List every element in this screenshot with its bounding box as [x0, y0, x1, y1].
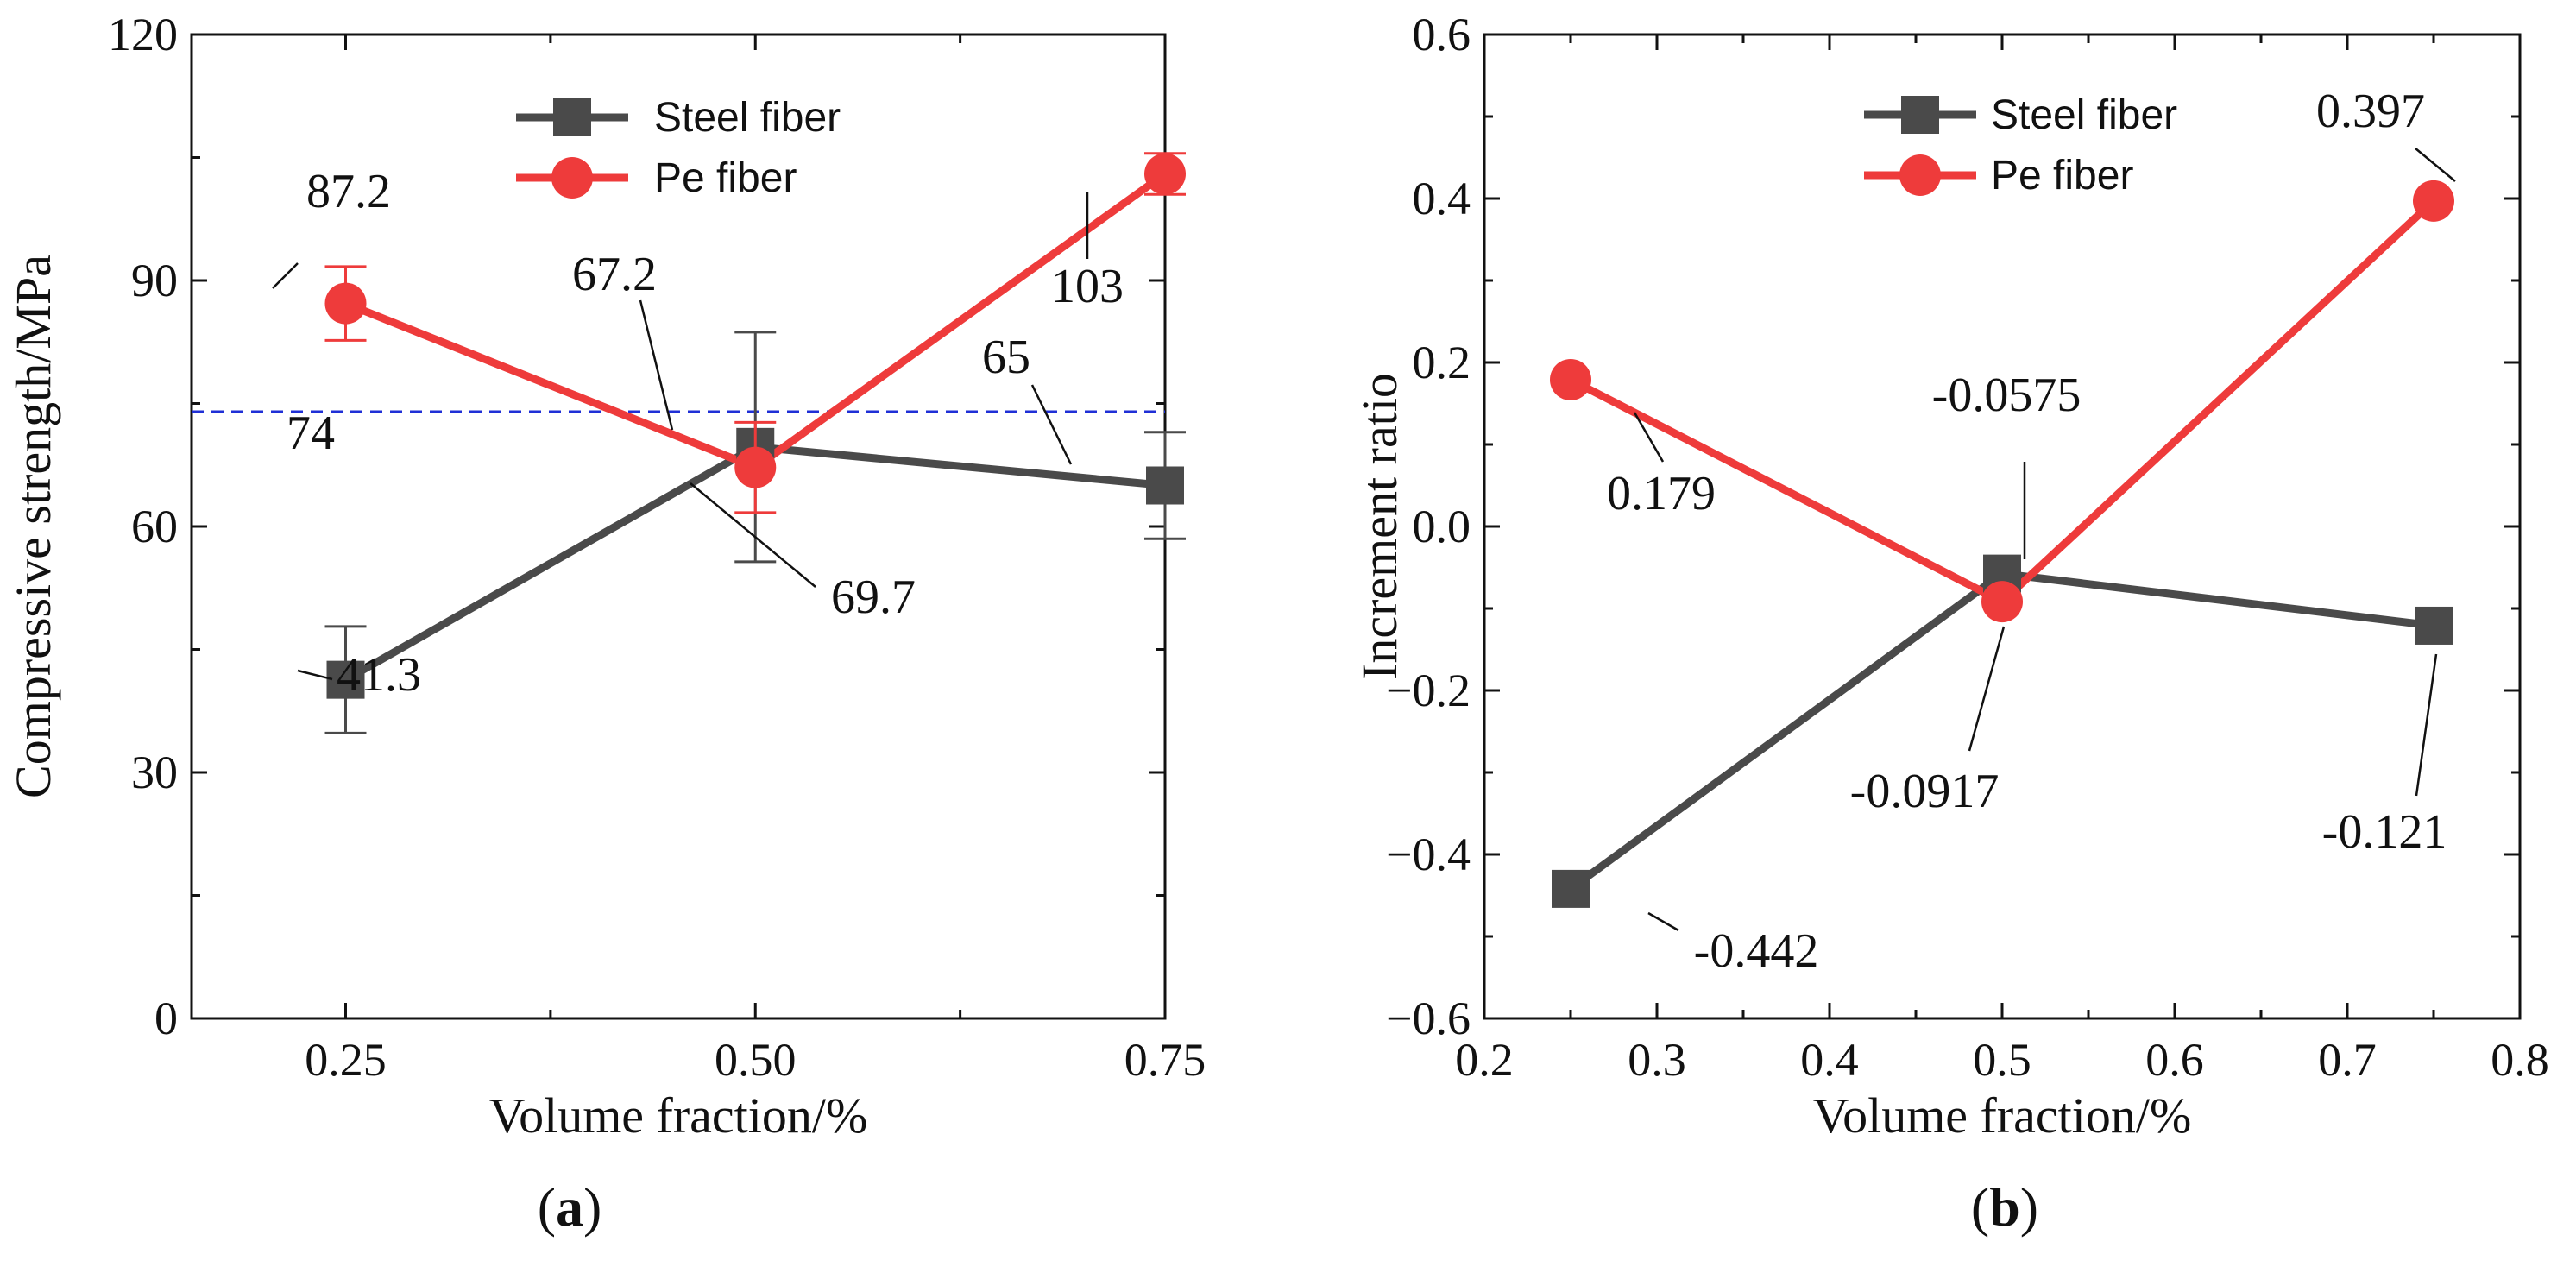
panel-caption: (b) — [1971, 1176, 2038, 1238]
y-tick-label: −0.4 — [1386, 829, 1471, 880]
y-tick-label: 0 — [154, 993, 178, 1044]
data-label: -0.0917 — [1850, 765, 2000, 818]
caption-letter: a — [556, 1176, 583, 1238]
data-point-pe-fiber — [1144, 153, 1186, 195]
panel-b: −0.6 −0.4 −0.2 0.0 0.2 0.4 0.6 0.2 0.3 0.4 0.5 0.6 0… — [1351, 9, 2549, 1238]
data-label: 103 — [1051, 260, 1124, 313]
x-tick-label: 0.75 — [1124, 1034, 1206, 1086]
caption-paren: ( — [1971, 1176, 1989, 1238]
y-tick-label: 60 — [131, 501, 178, 552]
leader-line — [2415, 148, 2456, 182]
x-tick-label: 0.2 — [1455, 1034, 1514, 1086]
leader-line — [1968, 626, 2006, 752]
legend-marker-circle — [551, 157, 593, 199]
data-point-steel-fiber — [2415, 606, 2453, 645]
y-tick-label: 90 — [131, 255, 178, 306]
data-label: -0.0575 — [1932, 369, 2082, 422]
leader-line — [1030, 384, 1073, 465]
x-tick-label: 0.25 — [305, 1034, 387, 1086]
data-point-steel-fiber — [1552, 869, 1590, 908]
legend-entry: Steel fiber — [654, 95, 841, 141]
data-label: 41.3 — [337, 648, 421, 702]
data-label: 0.397 — [2316, 85, 2425, 138]
y-tick-label: 30 — [131, 747, 178, 798]
legend-entry: Pe fiber — [1991, 153, 2133, 199]
data-label: 0.179 — [1607, 467, 1716, 520]
data-point-pe-fiber — [1981, 581, 2023, 623]
reference-line-label: 74 — [287, 406, 335, 460]
y-tick-label: −0.2 — [1386, 665, 1471, 716]
data-point-steel-fiber — [326, 660, 365, 699]
legend-entry: Steel fiber — [1991, 92, 2177, 138]
x-tick-label: 0.6 — [2145, 1034, 2204, 1086]
legend-marker-square — [553, 98, 591, 136]
legend-entry: Pe fiber — [654, 155, 797, 201]
data-label: 67.2 — [572, 248, 657, 301]
data-point-pe-fiber — [1550, 358, 1591, 400]
legend-marker-circle — [1899, 154, 1941, 196]
x-tick-label: 0.8 — [2491, 1034, 2549, 1086]
panel-caption: (a) — [538, 1176, 602, 1238]
y-axis-label: Increment ratio — [1351, 373, 1408, 680]
x-tick-label: 0.4 — [1800, 1034, 1859, 1086]
leader-line — [272, 262, 299, 289]
leader-line — [297, 669, 333, 681]
legend-marker-square — [1901, 96, 1939, 134]
y-axis-label: Compressive strength/MPa — [5, 255, 61, 798]
y-tick-label: 0.4 — [1413, 173, 1471, 224]
panel-a: 0 30 60 90 120 0.25 0.50 0.75 Volume fraction/% C… — [5, 9, 1206, 1238]
data-label: 65 — [982, 331, 1030, 384]
legend: Steel fiber Pe fiber — [516, 95, 841, 201]
x-tick-label: 0.3 — [1628, 1034, 1686, 1086]
data-label: 69.7 — [831, 570, 916, 624]
caption-letter: b — [1989, 1176, 2020, 1238]
caption-paren: ) — [583, 1176, 601, 1238]
x-tick-label: 0.50 — [715, 1034, 797, 1086]
legend: Steel fiber Pe fiber — [1864, 92, 2177, 199]
leader-line — [690, 482, 816, 588]
x-tick-label: 0.7 — [2318, 1034, 2377, 1086]
leader-line — [2415, 653, 2438, 797]
y-tick-label: −0.6 — [1386, 993, 1471, 1044]
y-tick-label: 120 — [108, 9, 178, 60]
data-label: 87.2 — [306, 165, 391, 218]
x-axis-label: Volume fraction/% — [489, 1087, 868, 1144]
data-point-pe-fiber — [2413, 180, 2454, 222]
caption-paren: ) — [2020, 1176, 2038, 1238]
data-point-pe-fiber — [324, 282, 367, 325]
y-tick-label: 0.2 — [1413, 337, 1471, 388]
data-label: -0.121 — [2322, 805, 2447, 859]
x-axis-label: Volume fraction/% — [1813, 1087, 2192, 1144]
y-tick-label: 0.0 — [1413, 501, 1471, 552]
leader-line — [1647, 911, 1679, 932]
caption-paren: ( — [538, 1176, 556, 1238]
leader-line — [1633, 412, 1665, 463]
data-point-steel-fiber — [1146, 466, 1184, 505]
x-tick-label: 0.5 — [1973, 1034, 2031, 1086]
data-point-pe-fiber — [734, 446, 777, 488]
y-tick-label: 0.6 — [1413, 9, 1471, 60]
data-label: -0.442 — [1694, 924, 1819, 978]
leader-line — [639, 299, 674, 431]
